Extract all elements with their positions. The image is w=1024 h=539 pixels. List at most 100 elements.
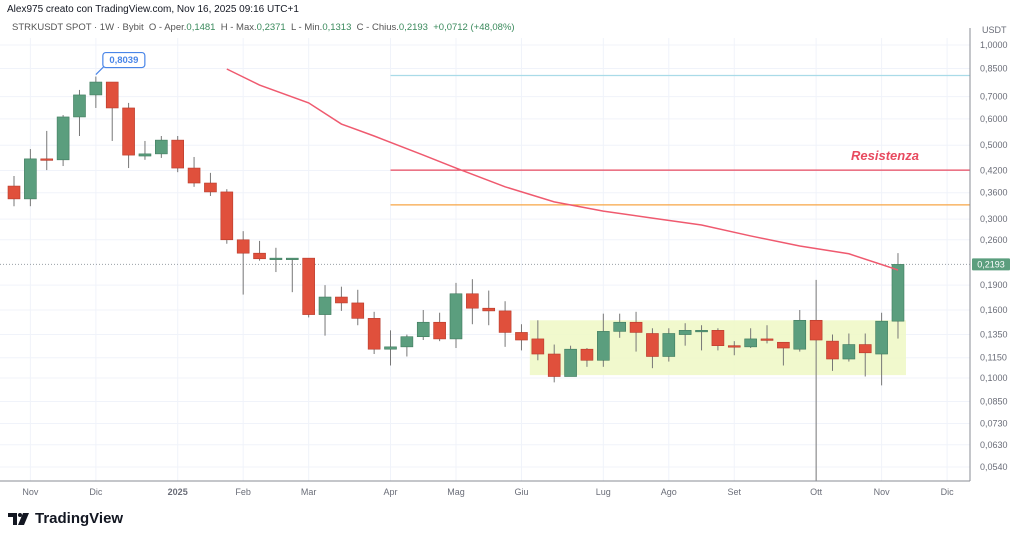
- candle-down: [727, 345, 741, 348]
- open-label: O - Aper.: [148, 22, 187, 33]
- callout-pointer: [95, 66, 105, 75]
- y-tick-label: 0,8500: [980, 64, 1008, 74]
- change-value: +0,0712 (+48,08%): [433, 22, 515, 33]
- candle-up: [842, 344, 856, 360]
- y-tick-label: 0,5000: [980, 140, 1008, 150]
- candle-down: [335, 296, 348, 304]
- candle-down: [40, 158, 54, 161]
- candle-up: [449, 293, 463, 340]
- candle-down: [187, 167, 201, 184]
- candle-up: [875, 320, 888, 355]
- x-tick-label: Nov: [874, 487, 891, 497]
- x-tick-label: Feb: [235, 487, 251, 497]
- close-label: C - Chius.: [356, 22, 399, 33]
- x-tick-label: Ago: [661, 487, 677, 497]
- y-tick-label: 0,1000: [980, 373, 1008, 383]
- candle-up: [73, 94, 86, 118]
- candle-up: [56, 116, 70, 161]
- y-tick-label: 0,3000: [980, 214, 1008, 224]
- candle-down: [777, 341, 790, 349]
- resistance-label: Resistenza: [851, 148, 919, 163]
- x-tick-label: Giu: [514, 487, 528, 497]
- candle-down: [809, 319, 823, 341]
- y-tick-label: 0,0540: [980, 462, 1008, 472]
- candle-down: [302, 257, 315, 315]
- close-value: 0,2193: [398, 22, 428, 33]
- candle-down: [826, 340, 839, 360]
- y-tick-label: 0,1900: [980, 280, 1008, 290]
- open-value: 0,1481: [186, 22, 216, 33]
- candle-down: [711, 330, 725, 346]
- candle-down: [220, 191, 234, 241]
- candle-down: [466, 293, 479, 309]
- ohlc-legend: STRKUSDT SPOT · 1W · Bybit O - Aper.0,14…: [12, 22, 515, 33]
- y-tick-label: 0,1350: [980, 330, 1008, 340]
- tradingview-logo-icon: [8, 512, 29, 525]
- candle-down: [547, 353, 561, 377]
- candle-down: [629, 321, 643, 333]
- candle-up: [695, 330, 708, 333]
- x-tick-label: Mar: [301, 487, 317, 497]
- candle-down: [858, 344, 872, 354]
- candle-down: [580, 348, 594, 361]
- low-label: L - Min.: [290, 22, 323, 33]
- candle-up: [744, 338, 757, 348]
- candle-down: [367, 318, 381, 350]
- low-value: 0,1313: [322, 22, 352, 33]
- candle-up: [24, 158, 37, 200]
- tradingview-logo: TradingView: [8, 510, 123, 527]
- x-tick-label: Nov: [22, 487, 39, 497]
- candle-down: [236, 239, 250, 254]
- y-tick-label: 0,6000: [980, 114, 1008, 124]
- candle-up: [318, 296, 332, 315]
- candle-down: [253, 252, 266, 260]
- x-tick-label: Apr: [384, 487, 398, 497]
- y-tick-label: 0,4200: [980, 165, 1008, 175]
- candle-down: [433, 321, 446, 340]
- symbol-label: STRKUSDT SPOT · 1W · Bybit: [12, 22, 144, 33]
- candle-down: [498, 310, 512, 333]
- x-tick-label: Lug: [596, 487, 611, 497]
- candle-down: [531, 338, 545, 355]
- high-label: H - Max.: [220, 22, 257, 33]
- candle-up: [285, 257, 299, 260]
- callout-label: 0,8039: [109, 55, 138, 66]
- y-tick-label: 0,0630: [980, 440, 1008, 450]
- y-tick-label: 1,0000: [980, 40, 1008, 50]
- y-tick-label: 0,7000: [980, 92, 1008, 102]
- candle-down: [351, 302, 365, 319]
- logo-text: TradingView: [35, 510, 124, 527]
- x-tick-label: Dic: [941, 487, 954, 497]
- candle-down: [760, 338, 774, 341]
- candle-down: [7, 185, 21, 200]
- callout-box: [102, 51, 146, 69]
- chart-credit: Alex975 creato con TradingView.com, Nov …: [7, 4, 299, 15]
- candle-up: [613, 321, 626, 332]
- candle-down: [482, 307, 496, 312]
- x-tick-label: Mag: [447, 487, 465, 497]
- candle-up: [891, 264, 905, 322]
- y-tick-label: 0,1600: [980, 305, 1008, 315]
- x-tick-label: Set: [728, 487, 742, 497]
- candle-up: [793, 319, 807, 350]
- y-tick-label: 0,1150: [980, 353, 1007, 363]
- moving-average-line: [226, 68, 899, 271]
- candle-up: [597, 331, 610, 361]
- candle-up: [678, 330, 692, 335]
- y-tick-label: 0,0730: [980, 418, 1008, 428]
- y-tick-label: 0,3600: [980, 188, 1008, 198]
- price-axis-unit: USDT: [982, 25, 1007, 35]
- x-tick-label: Ott: [810, 487, 823, 497]
- y-tick-label: 0,0850: [980, 396, 1008, 406]
- high-value: 0,2371: [256, 22, 286, 33]
- candle-up: [138, 153, 152, 157]
- x-tick-label: 2025: [168, 487, 188, 497]
- current-price-badge: [972, 258, 1010, 271]
- y-tick-label: 0,2600: [980, 235, 1008, 245]
- candle-up: [400, 336, 414, 348]
- candle-down: [515, 332, 528, 341]
- candle-down: [204, 182, 217, 193]
- candle-down: [646, 333, 659, 357]
- current-price-label: 0,2193: [977, 259, 1005, 269]
